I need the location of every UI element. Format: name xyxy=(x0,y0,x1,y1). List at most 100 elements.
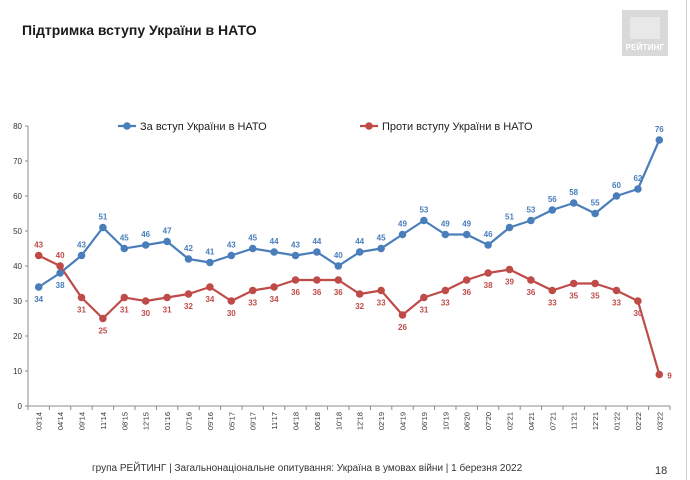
data-label-for: 49 xyxy=(462,220,471,229)
data-label-against: 25 xyxy=(98,327,107,336)
data-point-for xyxy=(398,230,407,239)
legend-for-swatch-marker xyxy=(123,122,131,130)
data-label-for: 43 xyxy=(77,241,86,250)
data-point-for xyxy=(248,244,257,253)
x-tick-label: 06'20 xyxy=(463,412,472,430)
logo-mark-icon xyxy=(630,17,660,39)
data-point-for xyxy=(634,185,642,193)
x-tick-label: 09'14 xyxy=(78,412,87,430)
data-point-against xyxy=(34,251,43,260)
x-tick-label: 09'17 xyxy=(249,412,258,430)
data-point-for xyxy=(505,223,514,232)
data-label-for: 51 xyxy=(505,213,514,222)
data-label-for: 44 xyxy=(312,237,321,246)
y-tick-label: 30 xyxy=(13,297,22,306)
x-tick-label: 07'21 xyxy=(548,412,557,430)
data-point-against xyxy=(56,262,64,270)
data-label-for: 44 xyxy=(270,237,279,246)
x-tick-label: 07'16 xyxy=(185,412,194,430)
y-tick-label: 10 xyxy=(13,367,22,376)
data-label-against: 36 xyxy=(312,288,321,297)
data-label-against: 35 xyxy=(569,292,578,301)
x-tick-label: 10'18 xyxy=(334,412,343,430)
x-tick-label: 07'20 xyxy=(484,412,493,430)
data-point-for xyxy=(548,206,557,214)
legend-for-label: За вступ України в НАТО xyxy=(140,121,267,133)
data-label-for: 41 xyxy=(205,248,214,257)
data-point-against xyxy=(227,297,236,305)
data-label-for: 76 xyxy=(655,125,664,134)
y-tick-label: 50 xyxy=(13,227,22,236)
data-point-for xyxy=(420,216,428,225)
data-point-against xyxy=(163,293,171,302)
data-point-against xyxy=(355,290,364,298)
data-point-for xyxy=(227,251,236,260)
data-point-for xyxy=(527,216,535,225)
data-label-for: 55 xyxy=(591,199,600,208)
data-point-for xyxy=(484,241,492,249)
data-label-against: 30 xyxy=(141,309,150,318)
y-tick-label: 70 xyxy=(13,157,22,166)
x-tick-label: 06'18 xyxy=(313,412,322,430)
data-point-for xyxy=(591,209,599,218)
data-point-against xyxy=(527,276,535,284)
data-label-against: 30 xyxy=(633,309,642,318)
chart-title: Підтримка вступу України в НАТО xyxy=(22,22,257,38)
x-tick-label: 04'18 xyxy=(292,412,301,430)
data-label-against: 36 xyxy=(462,288,471,297)
data-label-against: 33 xyxy=(248,299,257,308)
data-label-for: 38 xyxy=(56,281,65,290)
data-label-against: 31 xyxy=(120,306,129,315)
data-point-for xyxy=(99,223,107,232)
data-point-against xyxy=(634,297,642,305)
data-point-against xyxy=(548,286,557,295)
data-label-for: 47 xyxy=(163,227,172,236)
x-tick-label: 11'21 xyxy=(570,412,579,430)
data-label-for: 46 xyxy=(484,230,493,239)
data-label-for: 34 xyxy=(34,295,43,304)
data-label-for: 44 xyxy=(355,237,364,246)
data-point-against xyxy=(591,279,599,288)
data-label-for: 43 xyxy=(227,241,236,250)
data-point-against xyxy=(141,297,150,305)
data-label-against: 31 xyxy=(163,306,172,315)
x-tick-label: 09'16 xyxy=(206,412,215,430)
data-point-for xyxy=(77,251,86,260)
footer-source: група РЕЙТИНГ | Загальнонаціональне опит… xyxy=(92,463,523,474)
data-label-for: 43 xyxy=(291,241,300,250)
data-point-for xyxy=(313,248,321,256)
data-point-against xyxy=(484,269,492,277)
data-point-for xyxy=(270,248,278,256)
data-label-for: 62 xyxy=(633,174,642,183)
data-point-for xyxy=(120,244,129,253)
data-label-for: 51 xyxy=(98,213,107,222)
data-point-for xyxy=(355,248,364,256)
y-tick-label: 80 xyxy=(13,122,22,131)
x-tick-label: 11'14 xyxy=(99,412,108,430)
data-point-against xyxy=(462,276,471,284)
rating-logo: РЕЙТИНГ xyxy=(622,10,668,56)
page-edge-divider xyxy=(686,0,687,480)
x-tick-label: 12'18 xyxy=(356,412,365,430)
x-tick-label: 11'17 xyxy=(270,412,279,430)
data-point-against xyxy=(505,265,514,274)
x-tick-label: 01'22 xyxy=(613,412,622,430)
data-label-against: 9 xyxy=(667,372,672,381)
x-tick-label: 10'19 xyxy=(441,412,450,430)
data-label-for: 40 xyxy=(334,251,343,260)
data-point-against xyxy=(441,286,450,295)
data-point-for xyxy=(334,262,343,270)
x-tick-label: 06'19 xyxy=(420,412,429,430)
y-tick-label: 0 xyxy=(18,402,23,411)
data-point-for xyxy=(206,258,214,267)
page-number: 18 xyxy=(655,465,668,477)
x-tick-label: 04'19 xyxy=(399,412,408,430)
data-label-against: 36 xyxy=(526,288,535,297)
data-point-against xyxy=(77,293,86,302)
x-tick-label: 01'16 xyxy=(163,412,172,430)
legend-against-label: Проти вступу України в НАТО xyxy=(382,121,533,133)
data-label-against: 36 xyxy=(291,288,300,297)
data-label-against: 30 xyxy=(227,309,236,318)
data-label-for: 53 xyxy=(526,206,535,215)
data-label-against: 31 xyxy=(77,306,86,315)
